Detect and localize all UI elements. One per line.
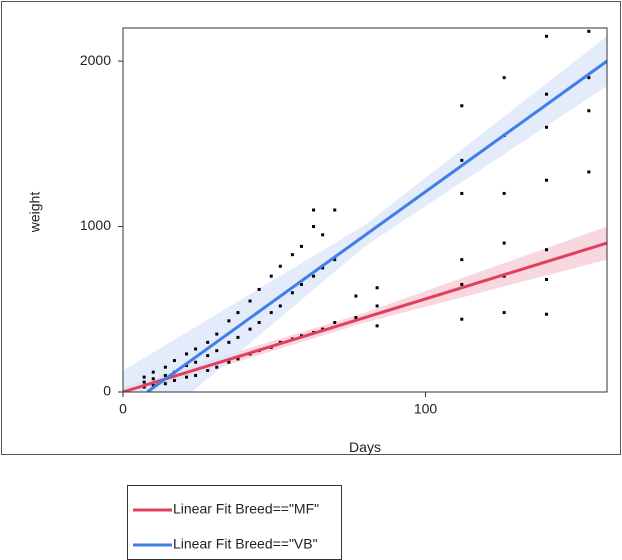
data-point (194, 347, 198, 351)
data-point (375, 286, 379, 290)
data-point (460, 158, 464, 162)
data-point (587, 170, 591, 174)
data-point (185, 375, 189, 379)
x-axis-label: Days (349, 439, 381, 455)
data-point (545, 92, 548, 96)
y-tick-label: 1000 (80, 217, 111, 233)
data-point (333, 321, 337, 325)
data-point (194, 360, 198, 364)
y-axis-label: weight (27, 192, 43, 234)
data-point (163, 373, 167, 377)
data-point (151, 383, 155, 387)
fit-line (123, 241, 607, 392)
data-point (545, 248, 548, 252)
data-point (269, 274, 273, 278)
data-point (375, 324, 379, 328)
data-point (257, 287, 261, 291)
data-point (163, 365, 167, 369)
data-point (236, 335, 240, 339)
y-tick-label: 0 (103, 383, 111, 399)
data-point (185, 352, 189, 356)
data-point (312, 274, 316, 278)
fit-line (146, 59, 607, 392)
x-tick-label: 0 (119, 401, 127, 417)
data-point (236, 311, 240, 315)
data-point (215, 332, 219, 336)
data-point (545, 34, 548, 38)
data-point (278, 304, 282, 308)
confidence-band (123, 226, 607, 392)
data-point (333, 208, 337, 212)
data-point (321, 266, 325, 270)
data-point (375, 304, 379, 308)
data-point (206, 368, 210, 372)
data-point (206, 354, 210, 358)
data-point (278, 264, 282, 268)
data-point (206, 340, 210, 344)
data-point (227, 319, 231, 323)
data-point (460, 317, 464, 321)
data-point (248, 327, 252, 331)
data-point (163, 382, 167, 386)
data-point (502, 311, 506, 315)
data-point (502, 191, 506, 195)
data-point (354, 316, 358, 320)
data-point (172, 359, 176, 363)
y-tick-label: 2000 (80, 52, 111, 68)
data-point (460, 191, 464, 195)
data-point (248, 299, 252, 303)
data-point (299, 282, 303, 286)
x-tick-label: 100 (414, 401, 438, 417)
plot-border (122, 27, 608, 393)
data-point (460, 258, 464, 262)
data-point (227, 360, 231, 364)
data-point (151, 377, 155, 381)
data-point (172, 378, 176, 382)
data-point (236, 357, 240, 361)
data-point (354, 294, 358, 298)
data-point (587, 109, 591, 113)
data-point (460, 282, 464, 286)
data-point (215, 349, 219, 353)
data-point (587, 76, 591, 80)
data-point (269, 311, 273, 315)
data-point (142, 380, 146, 384)
legend-label: Linear Fit Breed=="VB" (173, 536, 318, 552)
data-point (502, 76, 506, 80)
frame (1, 1, 621, 455)
legend-label: Linear Fit Breed=="MF" (173, 501, 319, 517)
data-point (545, 312, 548, 316)
data-point (502, 241, 506, 245)
data-point (587, 29, 591, 33)
data-point (142, 375, 146, 379)
data-point (215, 365, 219, 369)
data-point (299, 244, 303, 248)
data-point (290, 291, 294, 295)
data-point (545, 277, 548, 281)
data-point (545, 178, 548, 182)
data-point (194, 373, 198, 377)
data-point (312, 225, 316, 229)
data-point (151, 370, 155, 374)
data-point (290, 253, 294, 257)
data-point (321, 233, 325, 237)
legend (127, 485, 342, 560)
data-point (333, 258, 337, 262)
data-point (227, 340, 231, 344)
data-point (460, 104, 464, 108)
confidence-band (123, 36, 607, 392)
data-point (545, 125, 548, 129)
data-point (257, 321, 261, 325)
data-point (312, 208, 316, 212)
